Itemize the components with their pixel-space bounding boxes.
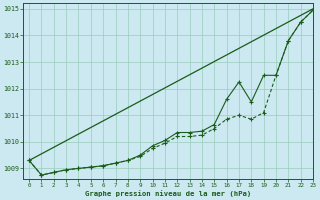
X-axis label: Graphe pression niveau de la mer (hPa): Graphe pression niveau de la mer (hPa) <box>85 190 251 197</box>
